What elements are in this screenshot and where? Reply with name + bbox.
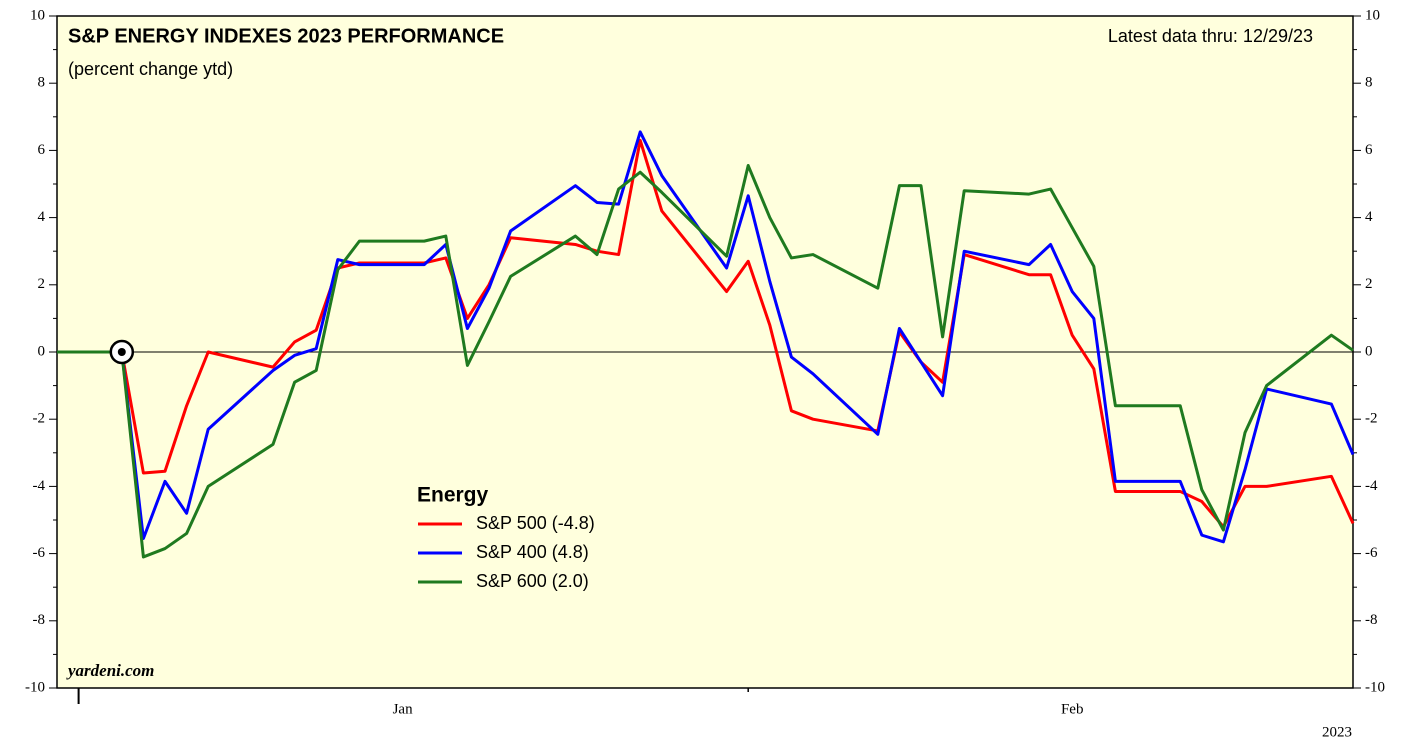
y-tick-label: -8 [33, 612, 46, 628]
chart-title: S&P ENERGY INDEXES 2023 PERFORMANCE [68, 25, 504, 47]
y2-tick-label: -10 [1365, 679, 1385, 695]
y2-tick-label: -2 [1365, 411, 1378, 427]
legend-label: S&P 400 (4.8) [476, 542, 589, 562]
y2-tick-label: 10 [1365, 7, 1380, 23]
y2-tick-label: 0 [1365, 343, 1373, 359]
series-line [57, 138, 1355, 529]
source: yardeni.com [66, 661, 154, 680]
series-line [57, 130, 1355, 544]
y2-tick-label: 8 [1365, 75, 1373, 91]
y-tick-label: 10 [30, 7, 45, 23]
y2-tick-label: 2 [1365, 276, 1373, 292]
x-tick-label: Feb [1061, 701, 1084, 717]
y2-tick-label: 4 [1365, 209, 1373, 225]
y2-tick-label: -6 [1365, 545, 1378, 561]
legend-label: S&P 500 (-4.8) [476, 513, 595, 533]
marker-dot [117, 348, 126, 356]
legend-title: Energy [417, 484, 489, 507]
y2-tick-label: -4 [1365, 478, 1378, 494]
y-tick-label: 8 [38, 75, 46, 91]
year-label: 2023 [1322, 724, 1352, 740]
y-tick-label: -4 [33, 478, 46, 494]
legend-label: S&P 600 (2.0) [476, 571, 589, 591]
y-tick-label: 0 [38, 343, 46, 359]
y-tick-label: -10 [25, 679, 45, 695]
x-tick-label: Jan [393, 701, 413, 717]
y-tick-label: 6 [38, 142, 46, 158]
y-tick-label: -6 [33, 545, 46, 561]
y-tick-label: -2 [33, 411, 46, 427]
annotation: Latest data thru: 12/29/23 [1108, 26, 1313, 46]
y2-tick-label: -8 [1365, 612, 1378, 628]
chart-subtitle: (percent change ytd) [68, 59, 233, 79]
series-line [57, 164, 1354, 559]
y-tick-label: 2 [38, 276, 46, 292]
y-tick-label: 4 [38, 209, 46, 225]
y2-tick-label: 6 [1365, 142, 1373, 158]
